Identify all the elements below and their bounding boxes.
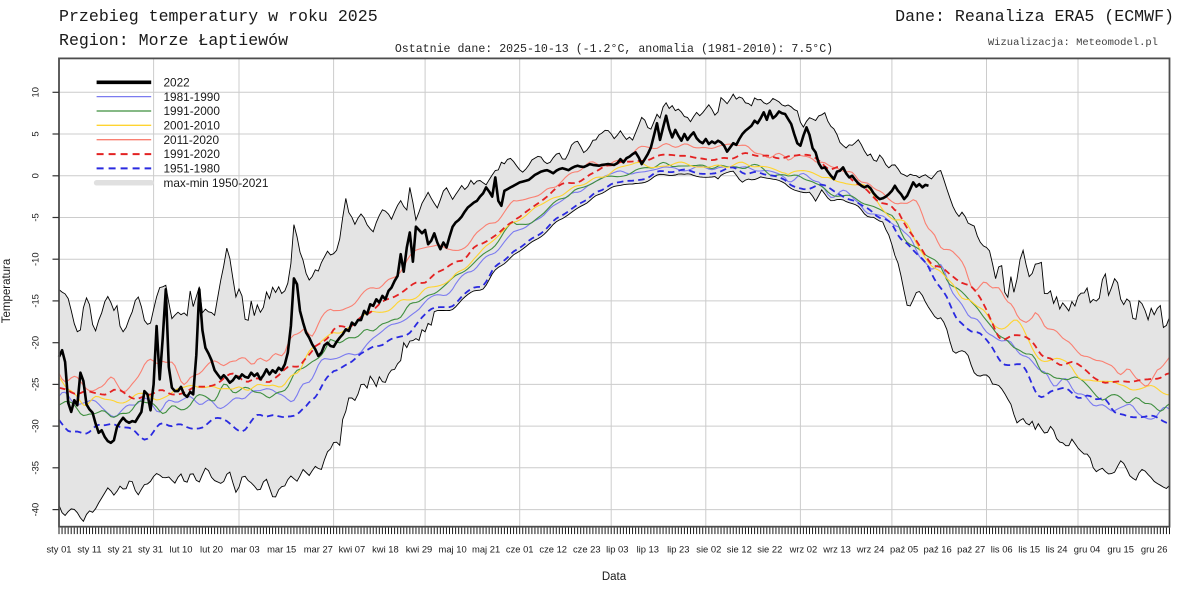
- svg-text:maj 10: maj 10: [439, 544, 467, 555]
- svg-text:kwi 18: kwi 18: [372, 544, 399, 555]
- svg-text:2022: 2022: [164, 76, 190, 90]
- svg-text:1981-1990: 1981-1990: [164, 90, 221, 104]
- svg-text:-20: -20: [29, 336, 40, 350]
- svg-text:0: 0: [29, 173, 40, 178]
- svg-text:lip 03: lip 03: [606, 544, 628, 555]
- svg-text:-5: -5: [29, 213, 40, 221]
- svg-text:Wizualizacja: Meteomodel.pl: Wizualizacja: Meteomodel.pl: [988, 37, 1158, 49]
- svg-text:1991-2020: 1991-2020: [164, 147, 221, 161]
- svg-text:cze 12: cze 12: [539, 544, 567, 555]
- svg-text:-35: -35: [29, 461, 40, 475]
- svg-text:2001-2010: 2001-2010: [164, 119, 221, 133]
- svg-text:sty 21: sty 21: [107, 544, 132, 555]
- svg-text:gru 04: gru 04: [1074, 544, 1101, 555]
- svg-text:mar 03: mar 03: [231, 544, 260, 555]
- svg-text:maj 21: maj 21: [472, 544, 500, 555]
- svg-text:sty 11: sty 11: [77, 544, 101, 555]
- svg-text:-25: -25: [29, 378, 40, 392]
- svg-text:Temperatura: Temperatura: [1, 258, 13, 323]
- svg-text:Data: Data: [602, 571, 627, 583]
- svg-text:-30: -30: [29, 419, 40, 433]
- svg-text:wrz 13: wrz 13: [822, 544, 851, 555]
- svg-text:lut 10: lut 10: [170, 544, 193, 555]
- svg-text:gru 15: gru 15: [1107, 544, 1134, 555]
- svg-text:cze 01: cze 01: [506, 544, 534, 555]
- svg-text:sie 22: sie 22: [757, 544, 782, 555]
- svg-text:lis 06: lis 06: [991, 544, 1013, 555]
- svg-text:wrz 24: wrz 24: [856, 544, 885, 555]
- svg-text:mar 15: mar 15: [267, 544, 296, 555]
- svg-text:10: 10: [29, 87, 40, 97]
- svg-text:lut 20: lut 20: [200, 544, 223, 555]
- svg-text:paź 27: paź 27: [957, 544, 985, 555]
- svg-text:paź 16: paź 16: [924, 544, 952, 555]
- svg-text:lis 15: lis 15: [1018, 544, 1040, 555]
- svg-text:sie 02: sie 02: [696, 544, 721, 555]
- svg-text:lip 23: lip 23: [667, 544, 689, 555]
- svg-text:5: 5: [29, 131, 40, 136]
- svg-text:wrz 02: wrz 02: [789, 544, 818, 555]
- svg-text:2011-2020: 2011-2020: [164, 133, 220, 147]
- svg-text:paź 05: paź 05: [890, 544, 918, 555]
- svg-text:-10: -10: [29, 252, 40, 266]
- svg-text:mar 27: mar 27: [304, 544, 333, 555]
- svg-text:max-min 1950-2021: max-min 1950-2021: [164, 176, 269, 190]
- svg-text:-40: -40: [29, 503, 40, 517]
- svg-text:1951-1980: 1951-1980: [164, 162, 221, 176]
- svg-text:-15: -15: [29, 294, 40, 308]
- svg-text:sty 01: sty 01: [46, 544, 71, 555]
- svg-text:lip 13: lip 13: [637, 544, 659, 555]
- svg-text:kwi 29: kwi 29: [406, 544, 433, 555]
- svg-text:1991-2000: 1991-2000: [164, 104, 221, 118]
- svg-text:lis 24: lis 24: [1046, 544, 1068, 555]
- svg-text:Przebieg temperatury w roku 20: Przebieg temperatury w roku 2025: [59, 7, 378, 26]
- svg-text:sie 12: sie 12: [727, 544, 752, 555]
- svg-text:Ostatnie dane: 2025-10-13 (-1.: Ostatnie dane: 2025-10-13 (-1.2°C, anoma…: [395, 43, 833, 56]
- svg-text:Dane: Reanaliza ERA5 (ECMWF): Dane: Reanaliza ERA5 (ECMWF): [895, 7, 1174, 26]
- svg-text:kwi 07: kwi 07: [339, 544, 366, 555]
- svg-text:cze 23: cze 23: [573, 544, 601, 555]
- svg-text:Region: Morze Łaptiewów: Region: Morze Łaptiewów: [59, 31, 288, 50]
- svg-text:sty 31: sty 31: [138, 544, 163, 555]
- svg-text:gru 26: gru 26: [1141, 544, 1168, 555]
